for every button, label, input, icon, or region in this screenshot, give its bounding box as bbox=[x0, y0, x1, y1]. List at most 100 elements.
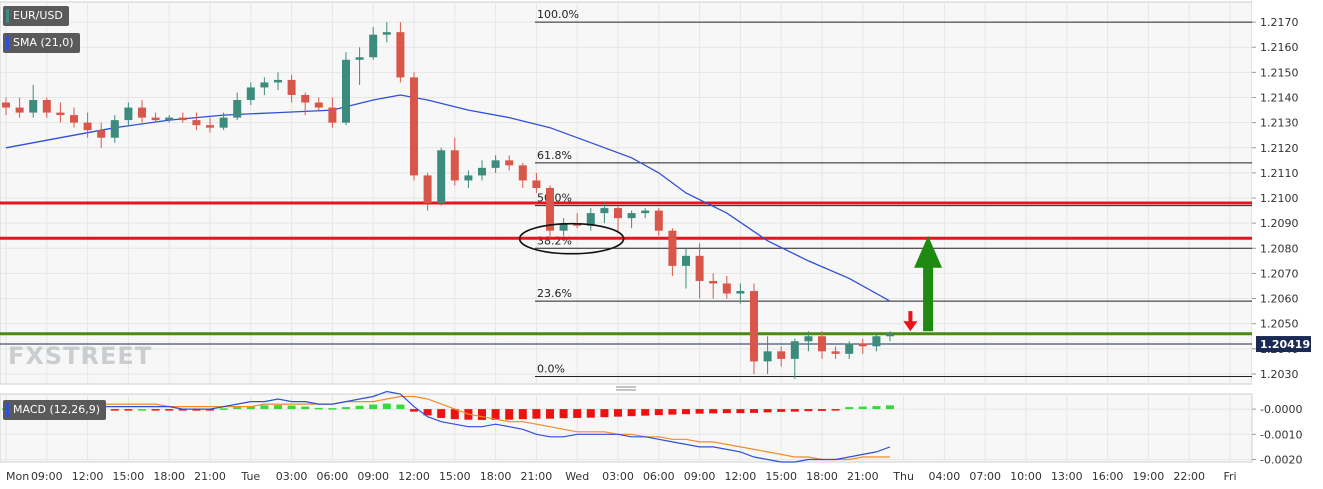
arrow-up-head[interactable] bbox=[914, 235, 943, 268]
candle[interactable] bbox=[709, 273, 718, 299]
macd-histogram-bar[interactable] bbox=[505, 409, 514, 420]
candle[interactable] bbox=[29, 84, 38, 118]
macd-histogram-bar[interactable] bbox=[518, 409, 527, 420]
candle[interactable] bbox=[192, 112, 201, 131]
macd-histogram-bar[interactable] bbox=[546, 409, 554, 419]
candle[interactable] bbox=[858, 338, 867, 354]
macd-histogram-bar[interactable] bbox=[886, 405, 894, 410]
candle[interactable] bbox=[423, 172, 432, 211]
macd-histogram-bar[interactable] bbox=[165, 409, 174, 411]
macd-histogram-bar[interactable] bbox=[682, 409, 690, 415]
candle[interactable] bbox=[138, 100, 146, 123]
candle[interactable] bbox=[382, 22, 391, 43]
candle[interactable] bbox=[682, 248, 690, 289]
macd-histogram-bar[interactable] bbox=[627, 409, 636, 417]
macd-histogram-bar[interactable] bbox=[110, 409, 119, 411]
candle[interactable] bbox=[328, 97, 337, 128]
macd-plot-area[interactable] bbox=[0, 393, 1253, 463]
candle[interactable] bbox=[845, 341, 854, 359]
macd-histogram-bar[interactable] bbox=[573, 409, 582, 418]
candle[interactable] bbox=[70, 107, 78, 128]
macd-histogram-bar[interactable] bbox=[342, 407, 350, 410]
candle[interactable] bbox=[110, 115, 119, 143]
candle[interactable] bbox=[97, 122, 106, 148]
candle[interactable] bbox=[178, 112, 187, 123]
macd-histogram-bar[interactable] bbox=[138, 409, 146, 411]
candle[interactable] bbox=[219, 112, 228, 131]
candle[interactable] bbox=[777, 346, 786, 367]
macd-histogram-bar[interactable] bbox=[192, 409, 201, 411]
candle[interactable] bbox=[342, 52, 350, 126]
candle[interactable] bbox=[15, 97, 24, 118]
price-plot-area[interactable] bbox=[0, 1, 1253, 385]
macd-histogram-bar[interactable] bbox=[600, 409, 609, 418]
candle[interactable] bbox=[818, 331, 826, 359]
macd-histogram-bar[interactable] bbox=[750, 409, 758, 413]
macd-histogram-bar[interactable] bbox=[206, 409, 214, 411]
arrow-down-head[interactable] bbox=[903, 321, 918, 332]
macd-histogram-bar[interactable] bbox=[396, 404, 405, 410]
price-axis-area[interactable] bbox=[1252, 2, 1323, 384]
macd-histogram-bar[interactable] bbox=[178, 409, 187, 411]
candle[interactable] bbox=[355, 47, 364, 85]
macd-histogram-bar[interactable] bbox=[845, 407, 854, 410]
candle[interactable] bbox=[260, 77, 269, 95]
macd-histogram-bar[interactable] bbox=[763, 409, 772, 413]
candle[interactable] bbox=[274, 72, 282, 90]
candle[interactable] bbox=[750, 283, 758, 374]
macd-histogram-bar[interactable] bbox=[872, 406, 881, 410]
candle[interactable] bbox=[872, 333, 881, 352]
macd-histogram-bar[interactable] bbox=[246, 406, 255, 410]
macd-histogram-bar[interactable] bbox=[328, 408, 337, 410]
macd-histogram-bar[interactable] bbox=[532, 409, 541, 419]
panel-resize-handle[interactable] bbox=[616, 386, 636, 391]
macd-signal-line[interactable] bbox=[6, 395, 890, 461]
candle[interactable] bbox=[124, 102, 133, 126]
candle[interactable] bbox=[668, 228, 677, 276]
candle[interactable] bbox=[491, 155, 500, 173]
macd-histogram-bar[interactable] bbox=[831, 409, 840, 411]
macd-histogram-bar[interactable] bbox=[804, 409, 813, 412]
candle[interactable] bbox=[287, 74, 296, 103]
symbol-tag[interactable]: EUR/USD bbox=[3, 6, 69, 26]
macd-histogram-bar[interactable] bbox=[301, 406, 310, 410]
macd-histogram-bar[interactable] bbox=[709, 409, 718, 414]
macd-histogram-bar[interactable] bbox=[491, 409, 500, 420]
macd-histogram-bar[interactable] bbox=[410, 409, 418, 412]
candle[interactable] bbox=[165, 115, 174, 123]
candle[interactable] bbox=[396, 22, 405, 83]
macd-histogram-bar[interactable] bbox=[151, 409, 160, 411]
candle[interactable] bbox=[627, 210, 636, 229]
candle[interactable] bbox=[695, 243, 704, 299]
macd-histogram-bar[interactable] bbox=[124, 409, 133, 411]
candle[interactable] bbox=[614, 205, 622, 234]
macd-histogram-bar[interactable] bbox=[777, 409, 786, 412]
sma-tag[interactable]: SMA (21,0) bbox=[3, 33, 80, 53]
candle[interactable] bbox=[450, 137, 459, 186]
candle[interactable] bbox=[56, 102, 65, 123]
macd-histogram-bar[interactable] bbox=[274, 405, 282, 410]
macd-histogram-bar[interactable] bbox=[858, 406, 867, 410]
candle[interactable] bbox=[559, 218, 568, 236]
candle[interactable] bbox=[410, 72, 418, 181]
candle[interactable] bbox=[151, 112, 160, 123]
macd-histogram-bar[interactable] bbox=[478, 409, 486, 420]
macd-histogram-bar[interactable] bbox=[382, 403, 391, 410]
macd-histogram-bar[interactable] bbox=[450, 409, 459, 420]
candle[interactable] bbox=[233, 92, 242, 121]
candle[interactable] bbox=[804, 331, 813, 352]
macd-histogram-bar[interactable] bbox=[437, 409, 446, 418]
candle[interactable] bbox=[654, 208, 663, 236]
candle[interactable] bbox=[478, 160, 486, 181]
macd-histogram-bar[interactable] bbox=[614, 409, 622, 417]
macd-histogram-bar[interactable] bbox=[586, 409, 595, 418]
macd-histogram-bar[interactable] bbox=[818, 409, 826, 411]
macd-histogram-bar[interactable] bbox=[641, 409, 650, 416]
macd-histogram-bar[interactable] bbox=[287, 405, 296, 410]
highlight-ellipse[interactable] bbox=[518, 222, 625, 255]
macd-tag[interactable]: MACD (12,26,9) bbox=[3, 400, 107, 420]
macd-histogram-bar[interactable] bbox=[260, 405, 269, 410]
macd-histogram-bar[interactable] bbox=[423, 409, 432, 416]
current-price-badge[interactable]: 1.20419 bbox=[1256, 336, 1311, 353]
